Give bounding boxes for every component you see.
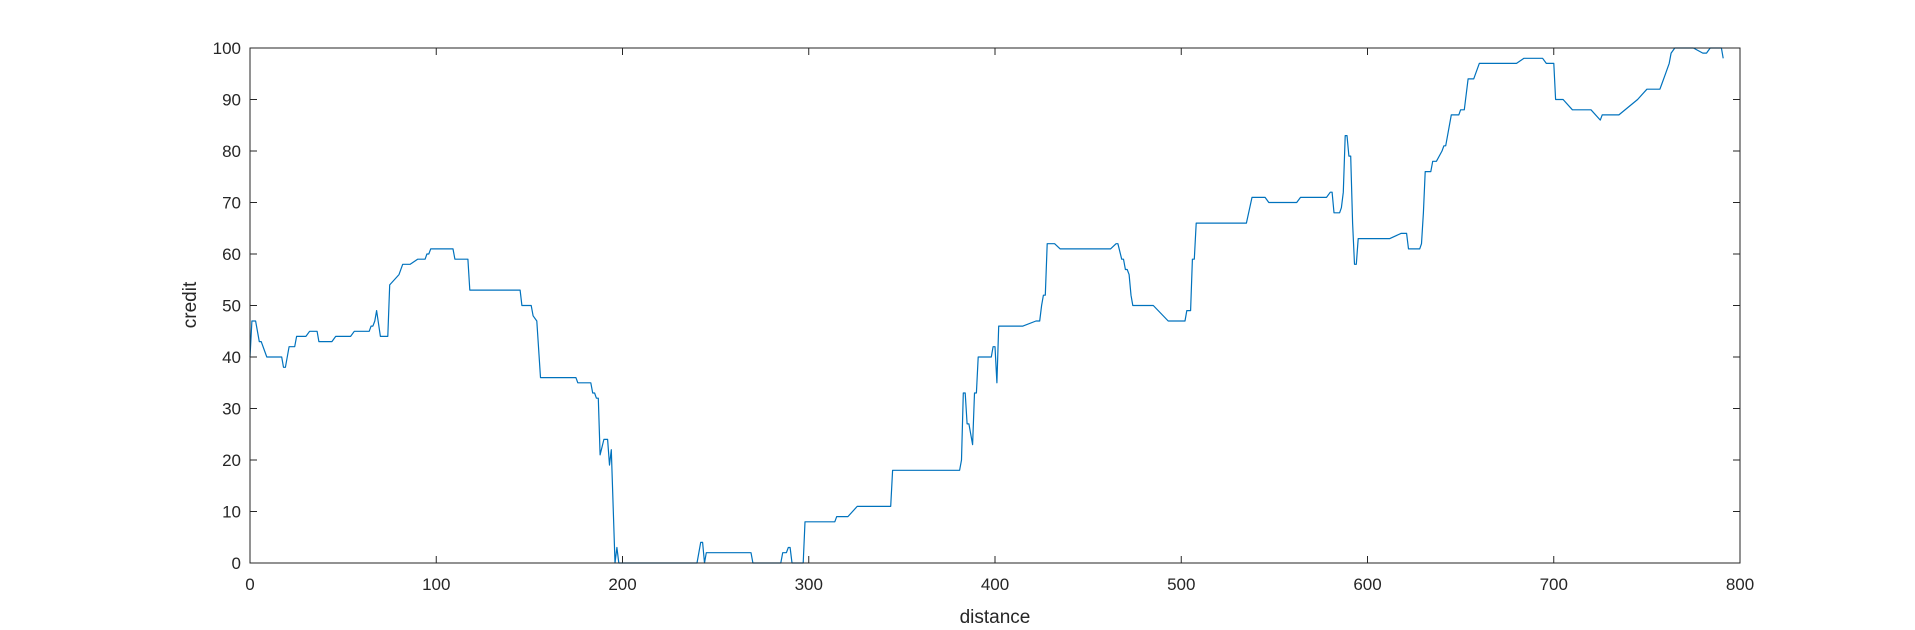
y-tick-label: 70 bbox=[222, 194, 241, 213]
x-tick-label: 200 bbox=[608, 575, 636, 594]
x-axis: 0 100 200 300 400 500 600 700 800 bbox=[245, 48, 1754, 594]
x-tick-label: 0 bbox=[245, 575, 254, 594]
x-tick-label: 300 bbox=[795, 575, 823, 594]
x-tick-label: 100 bbox=[422, 575, 450, 594]
y-axis: 0 10 20 30 40 50 60 70 80 90 100 bbox=[213, 39, 1740, 573]
y-tick-label: 0 bbox=[232, 554, 241, 573]
x-tick-label: 500 bbox=[1167, 575, 1195, 594]
y-tick-label: 40 bbox=[222, 348, 241, 367]
y-tick-label: 90 bbox=[222, 91, 241, 110]
x-tick-label: 800 bbox=[1726, 575, 1754, 594]
y-tick-label: 30 bbox=[222, 400, 241, 419]
y-tick-label: 100 bbox=[213, 39, 241, 58]
plot-area-frame bbox=[249, 47, 1741, 564]
y-tick-label: 20 bbox=[222, 451, 241, 470]
x-tick-label: 600 bbox=[1353, 575, 1381, 594]
series-line-0 bbox=[249, 47, 1724, 564]
y-axis-label: credit bbox=[180, 281, 201, 328]
y-tick-label: 80 bbox=[222, 142, 241, 161]
x-axis-label: distance bbox=[960, 607, 1031, 628]
plot-series bbox=[249, 47, 1724, 564]
y-tick-label: 50 bbox=[222, 297, 241, 316]
x-tick-label: 400 bbox=[981, 575, 1009, 594]
y-tick-label: 60 bbox=[222, 245, 241, 264]
y-tick-label: 10 bbox=[222, 503, 241, 522]
x-tick-label: 700 bbox=[1540, 575, 1568, 594]
